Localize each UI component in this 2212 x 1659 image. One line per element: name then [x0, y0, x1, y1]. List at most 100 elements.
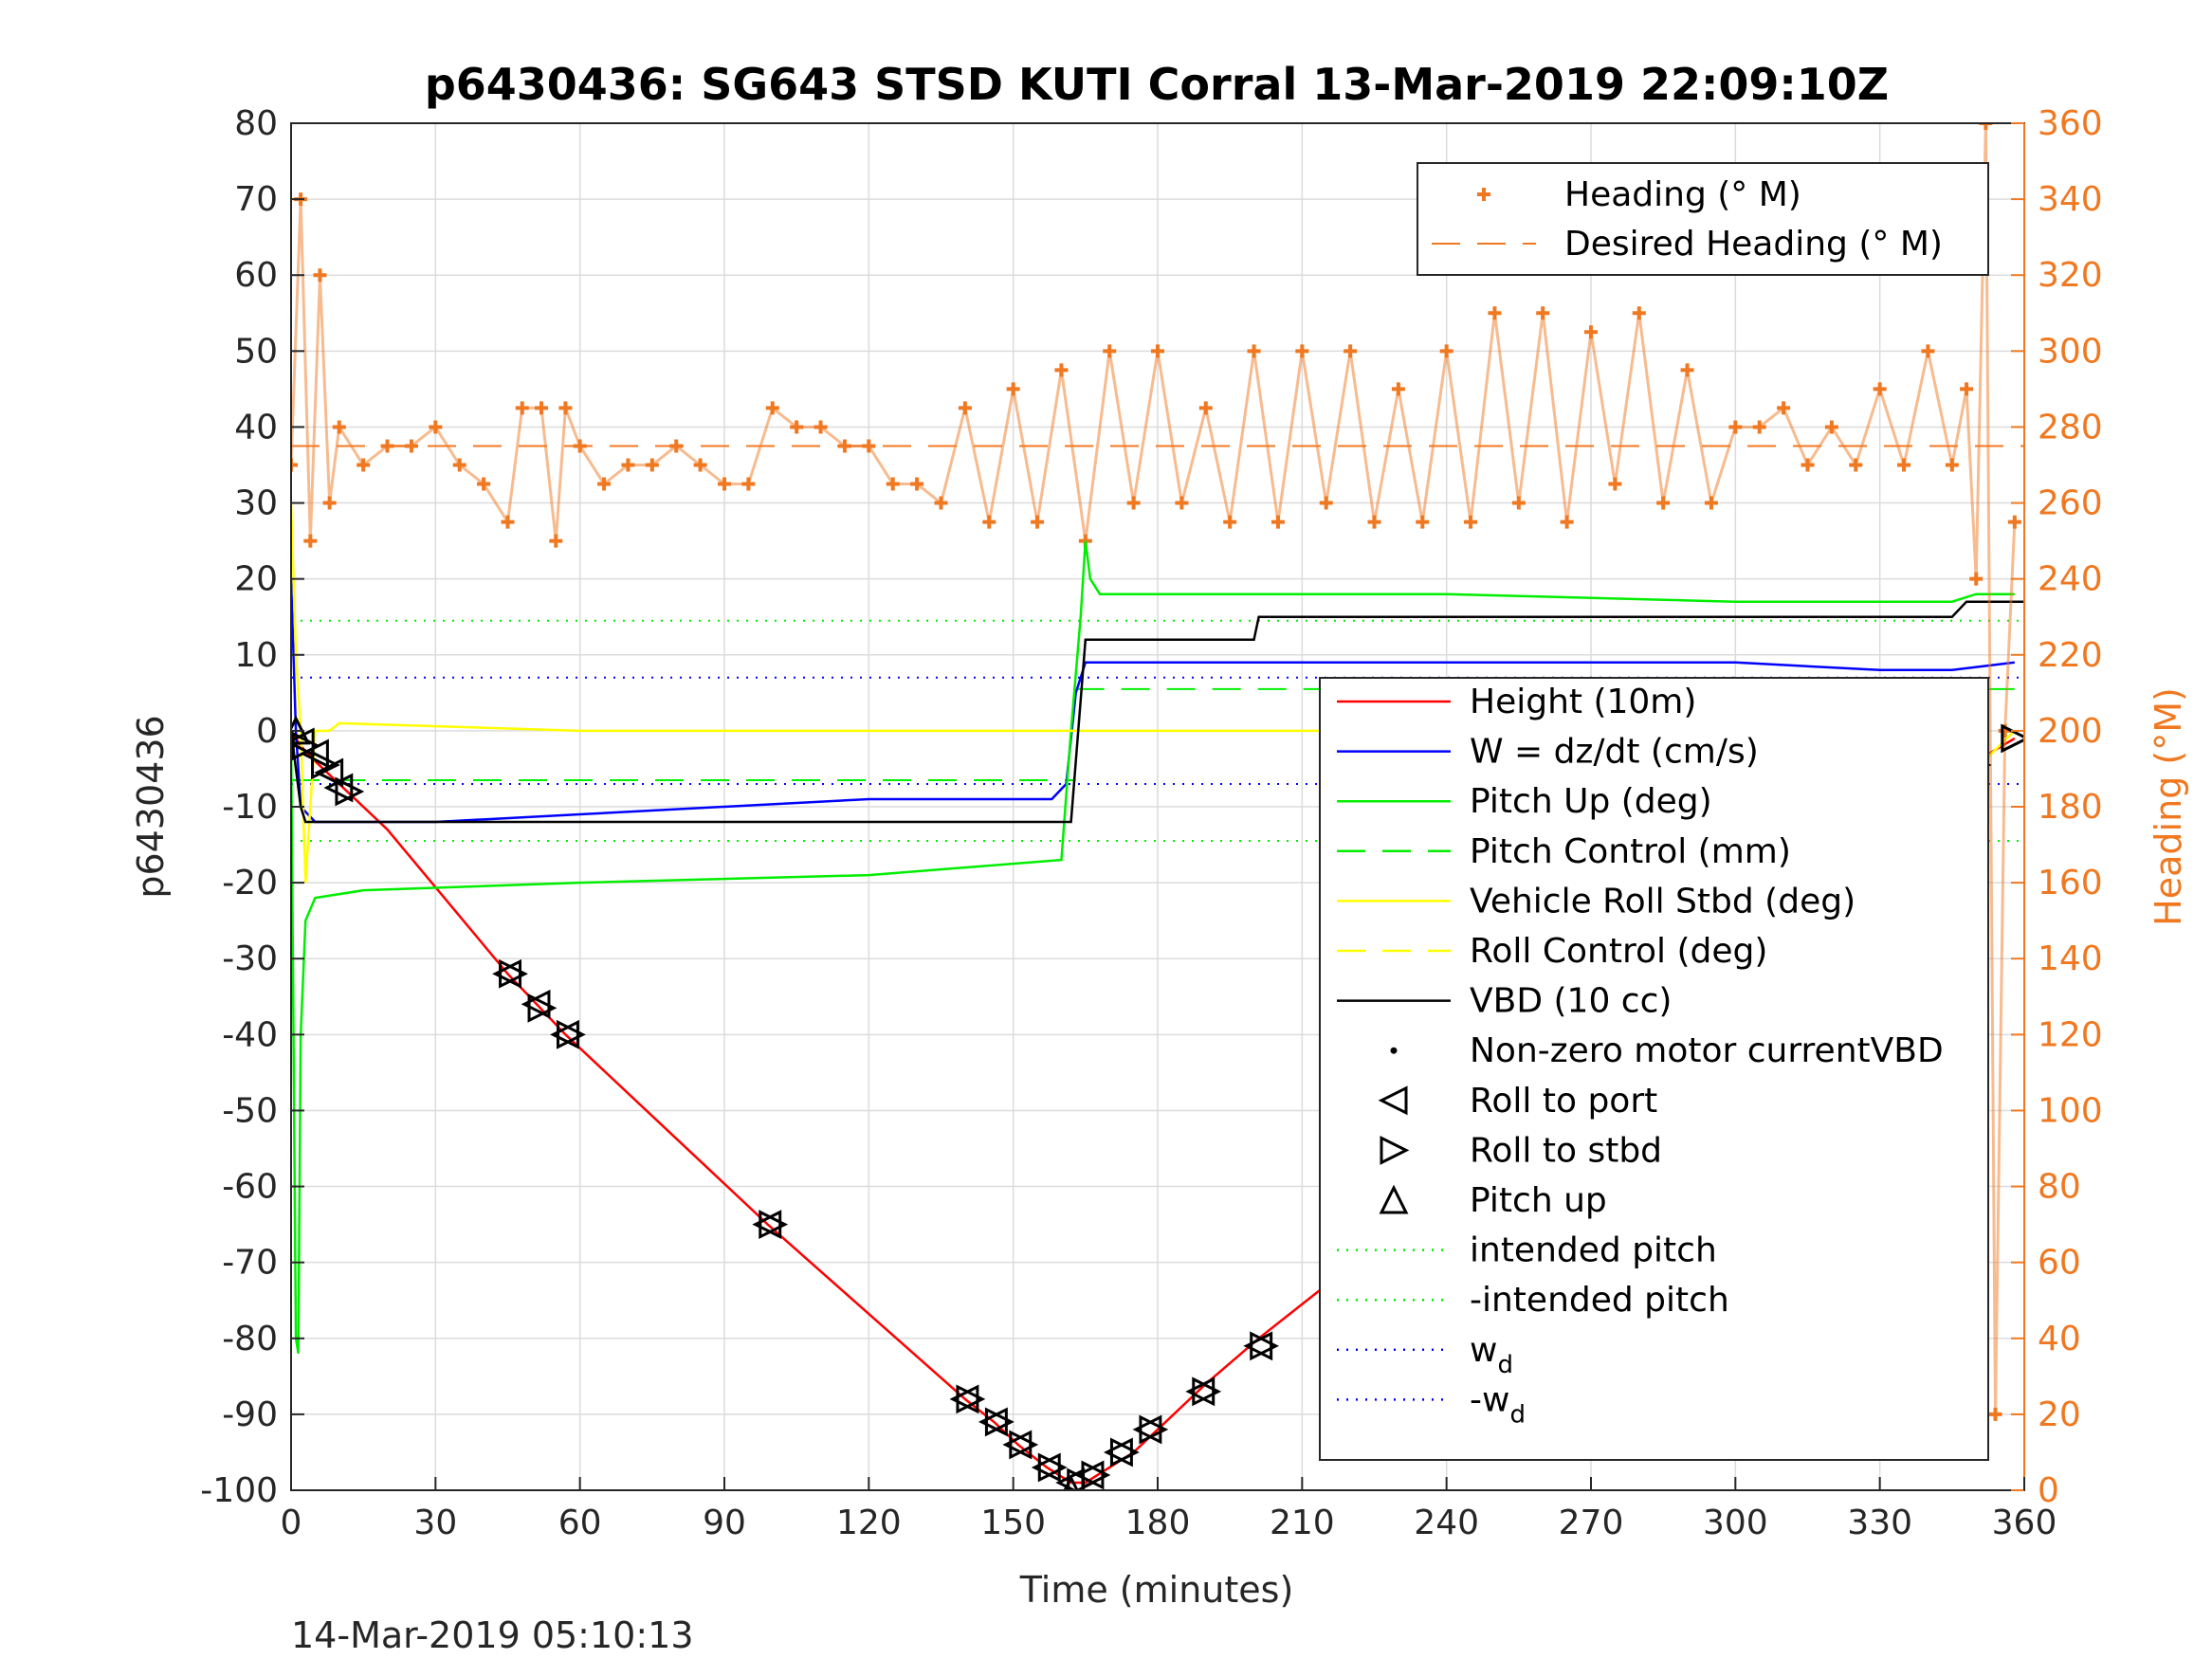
roll-to-stbd-marker [311, 750, 340, 780]
tick-label-left: -90 [222, 1395, 278, 1434]
footer-timestamp: 14-Mar-2019 05:10:13 [291, 1614, 694, 1656]
tick-label-x: 60 [558, 1504, 602, 1542]
roll-to-stbd-marker [499, 958, 528, 989]
tick-label-left: 70 [234, 180, 278, 219]
legend-label: Non-zero motor currentVBD [1470, 1031, 1944, 1070]
tick-label-right: 300 [2038, 332, 2103, 371]
tick-label-left: -40 [222, 1015, 278, 1054]
legend-label-subscript: d [1509, 1400, 1526, 1429]
tick-label-right: 140 [2038, 939, 2103, 978]
legend-label: Roll to stbd [1470, 1131, 1662, 1170]
tick-label-left: 80 [234, 104, 278, 143]
tick-label-x: 210 [1270, 1504, 1335, 1542]
tick-label-x: 360 [1992, 1504, 2057, 1542]
tick-label-x: 240 [1414, 1504, 1479, 1542]
tick-label-left: 20 [234, 560, 278, 599]
main-legend-box [1319, 677, 1989, 1461]
tick-label-left: -80 [222, 1320, 278, 1358]
legend-dot [1390, 1047, 1398, 1054]
main-legend: Height (10m) W = dz/dt (cm/s) Pitch Up (de… [1319, 677, 1989, 1461]
roll-to-port-marker [978, 1407, 1008, 1437]
legend-label: Pitch up [1470, 1181, 1607, 1220]
roll-to-port-marker [492, 958, 521, 989]
roll-to-port-marker [1002, 1430, 1033, 1460]
heading-point [291, 458, 298, 472]
heading-legend-label: Heading (° M) [1564, 175, 1801, 214]
roll-to-stbd-marker [1109, 1437, 1140, 1468]
tick-label-left: -30 [222, 939, 278, 978]
legend-triangle [1378, 1085, 1408, 1116]
legend-label: Pitch Up (deg) [1470, 782, 1712, 821]
roll-to-stbd-marker [759, 1210, 789, 1240]
legend-label: -intended pitch [1470, 1281, 1729, 1320]
tick-label-right: 120 [2038, 1015, 2103, 1054]
tick-label-left: -70 [222, 1244, 278, 1283]
legend-label: Height (10m) [1470, 683, 1696, 721]
roll-to-stbd-marker [527, 993, 558, 1023]
roll-to-stbd-marker [335, 776, 365, 807]
tick-label-right: 80 [2038, 1168, 2081, 1207]
y-axis-label: p6430436 [130, 715, 172, 898]
roll-to-stbd-marker [557, 1019, 586, 1049]
tick-label-right: 340 [2038, 180, 2103, 219]
tick-label-left: -100 [200, 1471, 278, 1510]
heading-legend-box [1417, 162, 1989, 276]
legend-label: intended pitch [1470, 1231, 1717, 1270]
tick-label-left: -50 [222, 1091, 278, 1130]
tick-label-x: 270 [1559, 1504, 1624, 1542]
tick-label-left: 40 [234, 408, 278, 447]
roll-to-stbd-marker [2001, 723, 2024, 754]
legend-label: Roll Control (deg) [1470, 932, 1767, 971]
x-axis-label: Time (minutes) [1019, 1569, 1294, 1611]
roll-to-port-marker [1243, 1331, 1273, 1361]
tick-label-x: 0 [281, 1504, 302, 1542]
tick-label-right: 160 [2038, 864, 2103, 902]
roll-to-port-marker [752, 1210, 782, 1240]
tick-label-left: -10 [222, 788, 278, 827]
tick-label-x: 30 [413, 1504, 457, 1542]
tick-label-right: 40 [2038, 1320, 2081, 1358]
roll-to-stbd-marker [984, 1407, 1015, 1437]
x-axis-ticks: 0 30 60 90 120 150 180 210 240 270 300 330 360 [281, 1477, 2057, 1542]
legend-label: Pitch Control (mm) [1470, 832, 1791, 871]
tick-label-left: -60 [222, 1168, 278, 1207]
tick-label-x: 180 [1125, 1504, 1191, 1542]
roll-to-stbd-marker [1250, 1331, 1280, 1361]
tick-label-x: 90 [703, 1504, 746, 1542]
right-axis-ticks: 0 20 40 60 80 100 120 140 160 180 200 220 240 260 280 3… [2011, 104, 2103, 1510]
roll-to-port-marker [1132, 1414, 1162, 1445]
roll-to-stbd-marker [1009, 1430, 1039, 1460]
tick-label-left: 0 [256, 712, 278, 751]
roll-to-stbd-marker [1192, 1376, 1222, 1407]
tick-label-right: 280 [2038, 408, 2103, 447]
left-axis-ticks: -100-90-80-70-60-50-40-30-20-10010203040… [200, 104, 304, 1510]
roll-to-port-marker [314, 757, 344, 788]
tick-label-right: 60 [2038, 1244, 2081, 1283]
tick-label-x: 330 [1847, 1504, 1912, 1542]
chart-title: p6430436: SG643 STSD KUTI Corral 13-Mar-… [425, 59, 1889, 110]
heading-legend: Heading (° M) Desired Heading (° M) [1417, 162, 1989, 276]
tick-label-right: 320 [2038, 256, 2103, 295]
legend-label: Vehicle Roll Stbd (deg) [1470, 882, 1856, 921]
tick-label-right: 240 [2038, 560, 2103, 599]
roll-to-port-marker [1031, 1452, 1061, 1483]
roll-to-stbd-marker [1037, 1452, 1068, 1483]
tick-label-left: -20 [222, 864, 278, 902]
legend-plus-marker [1477, 188, 1490, 201]
series-heading [291, 123, 2017, 1414]
tick-label-right: 20 [2038, 1395, 2081, 1434]
heading-legend-label: Desired Heading (° M) [1564, 225, 1943, 264]
tick-label-left: 10 [234, 636, 278, 675]
tick-label-right: 0 [2038, 1471, 2059, 1510]
tick-label-right: 100 [2038, 1091, 2103, 1130]
tick-label-x: 120 [836, 1504, 902, 1542]
tick-label-left: 30 [234, 484, 278, 523]
legend-label: W = dz/dt (cm/s) [1470, 733, 1759, 772]
roll-to-stbd-marker [1139, 1414, 1169, 1445]
roll-to-port-marker [1185, 1376, 1216, 1407]
legend-triangle [1379, 1184, 1409, 1214]
tick-label-x: 300 [1703, 1504, 1768, 1542]
tick-label-right: 260 [2038, 484, 2103, 523]
tick-label-left: 60 [234, 256, 278, 295]
